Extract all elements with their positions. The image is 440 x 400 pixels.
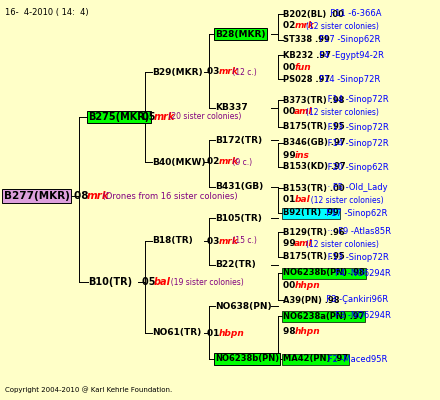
Text: B373(TR) .98: B373(TR) .98 (283, 96, 345, 104)
Text: (12 sister colonies): (12 sister colonies) (305, 108, 378, 116)
Text: B129(TR) .96: B129(TR) .96 (283, 228, 345, 236)
Text: ins: ins (294, 150, 309, 160)
Text: (15 c.): (15 c.) (230, 236, 257, 246)
Text: B431(GB): B431(GB) (215, 182, 263, 192)
Text: F4 -Egypt94-2R: F4 -Egypt94-2R (314, 50, 384, 60)
Text: · F5 -Old_Lady: · F5 -Old_Lady (325, 184, 387, 192)
Text: mrk: mrk (218, 68, 238, 76)
Text: mrk: mrk (87, 191, 110, 201)
Text: hhpn: hhpn (294, 280, 320, 290)
Text: mrk: mrk (218, 236, 238, 246)
Text: F20 -Sinop62R: F20 -Sinop62R (325, 162, 388, 172)
Text: 99: 99 (283, 240, 299, 248)
Text: mrk: mrk (218, 158, 238, 166)
Text: A39(PN) .98: A39(PN) .98 (283, 296, 340, 304)
Text: F14 -Sinop72R: F14 -Sinop72R (325, 96, 388, 104)
Text: B105(TR): B105(TR) (215, 214, 262, 222)
Text: mrk: mrk (154, 112, 176, 122)
Text: F4 -NO6294R: F4 -NO6294R (335, 268, 391, 278)
Text: KB232 .97: KB232 .97 (283, 50, 331, 60)
Text: B92(TR) .99: B92(TR) .99 (283, 208, 339, 218)
Text: NO6238b(PN) .98: NO6238b(PN) .98 (283, 268, 365, 278)
Text: B172(TR): B172(TR) (215, 136, 262, 144)
Text: F2 -Maced95R: F2 -Maced95R (325, 354, 387, 364)
Text: 00: 00 (283, 62, 298, 72)
Text: fun: fun (294, 62, 311, 72)
Text: 00: 00 (283, 280, 298, 290)
Text: ··· F9 -Atlas85R: ··· F9 -Atlas85R (325, 228, 391, 236)
Text: 00: 00 (283, 108, 298, 116)
Text: B29(MKR): B29(MKR) (152, 68, 203, 76)
Text: F17 -Sinop62R: F17 -Sinop62R (314, 36, 381, 44)
Text: B28(MKR): B28(MKR) (215, 30, 265, 38)
Text: 01: 01 (283, 196, 298, 204)
Text: NO638(PN): NO638(PN) (215, 302, 271, 310)
Text: 99: 99 (283, 150, 299, 160)
Text: F13 -Sinop72R: F13 -Sinop72R (325, 252, 389, 262)
Text: (12 sister colonies): (12 sister colonies) (305, 240, 378, 248)
Text: 03: 03 (207, 68, 223, 76)
Text: (12 sister colonies): (12 sister colonies) (305, 196, 383, 204)
Text: (12 sister colonies): (12 sister colonies) (305, 22, 378, 30)
Text: PS028 .97: PS028 .97 (283, 74, 330, 84)
Text: B202(BL) .00: B202(BL) .00 (283, 10, 344, 18)
Text: aml: aml (294, 108, 313, 116)
Text: NO6238b(PN): NO6238b(PN) (215, 354, 279, 364)
Text: 16-  4-2010 ( 14:  4): 16- 4-2010 ( 14: 4) (5, 8, 88, 17)
Text: bal: bal (294, 196, 310, 204)
Text: (Drones from 16 sister colonies): (Drones from 16 sister colonies) (100, 192, 238, 200)
Text: mrk: mrk (294, 22, 314, 30)
Text: NO61(TR): NO61(TR) (152, 328, 201, 338)
Text: KB337: KB337 (215, 104, 248, 112)
Text: B22(TR): B22(TR) (215, 260, 256, 270)
Text: Copyright 2004-2010 @ Karl Kehrle Foundation.: Copyright 2004-2010 @ Karl Kehrle Founda… (5, 386, 172, 393)
Text: B175(TR) .95: B175(TR) .95 (283, 122, 345, 132)
Text: B153(TR) .00: B153(TR) .00 (283, 184, 345, 192)
Text: B18(TR): B18(TR) (152, 236, 193, 246)
Text: B153(KD) .97: B153(KD) .97 (283, 162, 346, 172)
Text: B40(MKW): B40(MKW) (152, 158, 205, 166)
Text: F3 -NO6294R: F3 -NO6294R (335, 312, 391, 320)
Text: F3 -Çankiri96R: F3 -Çankiri96R (321, 296, 388, 304)
Text: ST338 .99: ST338 .99 (283, 36, 330, 44)
Text: NO6238a(PN) .97: NO6238a(PN) .97 (283, 312, 364, 320)
Text: B277(MKR): B277(MKR) (4, 191, 70, 201)
Text: aml: aml (294, 240, 313, 248)
Text: F14 -Sinop72R: F14 -Sinop72R (325, 138, 388, 148)
Text: F13 -Sinop72R: F13 -Sinop72R (325, 122, 389, 132)
Text: F11 -6-366A: F11 -6-366A (325, 10, 381, 18)
Text: 03: 03 (207, 236, 223, 246)
Text: hhpn: hhpn (294, 328, 320, 336)
Text: B175(TR) .95: B175(TR) .95 (283, 252, 345, 262)
Text: 02: 02 (207, 158, 223, 166)
Text: 08: 08 (74, 191, 92, 201)
Text: F17 -Sinop62R: F17 -Sinop62R (321, 208, 388, 218)
Text: 05: 05 (142, 112, 159, 122)
Text: (12 c.): (12 c.) (230, 68, 256, 76)
Text: 05: 05 (142, 277, 159, 287)
Text: F14 -Sinop72R: F14 -Sinop72R (314, 74, 381, 84)
Text: (20 sister colonies): (20 sister colonies) (166, 112, 242, 122)
Text: MA42(PN) .97: MA42(PN) .97 (283, 354, 348, 364)
Text: bal: bal (154, 277, 171, 287)
Text: 02: 02 (283, 22, 298, 30)
Text: hbpn: hbpn (218, 328, 244, 338)
Text: (9 c.): (9 c.) (230, 158, 252, 166)
Text: B346(GB) .97: B346(GB) .97 (283, 138, 345, 148)
Text: 98: 98 (283, 328, 299, 336)
Text: B275(MKR): B275(MKR) (88, 112, 149, 122)
Text: (19 sister colonies): (19 sister colonies) (166, 278, 244, 286)
Text: B10(TR): B10(TR) (88, 277, 132, 287)
Text: 01: 01 (207, 328, 223, 338)
